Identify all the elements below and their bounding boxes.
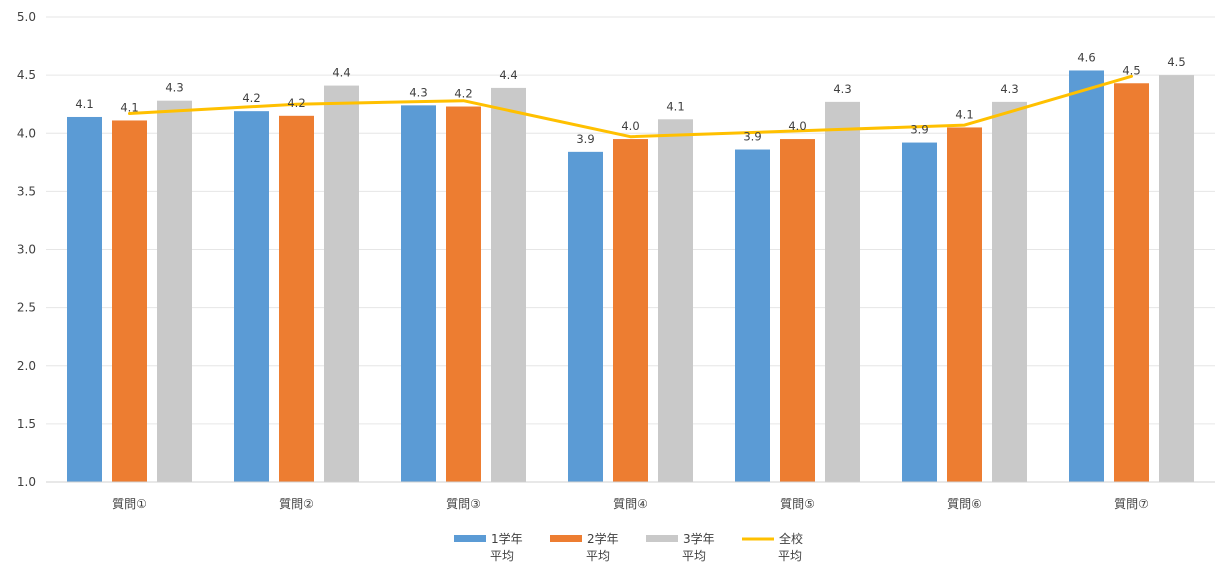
line-series [128, 74, 1133, 139]
y-tick-label: 3.5 [17, 184, 36, 198]
data-label: 4.1 [666, 99, 684, 113]
bar [825, 101, 860, 483]
x-tick-label: 質問② [279, 496, 314, 511]
y-axis: 1.0 1.5 2.0 2.5 3.0 3.5 4.0 4.5 5.0 [17, 10, 36, 489]
x-axis: 質問① 質問② 質問③ 質問④ 質問⑤ 質問⑥ 質問⑦ [46, 481, 1215, 511]
data-labels: 4.1 4.1 4.3 4.2 4.2 4.4 4.3 4.2 4.4 3.9 4.0 4.1 3.9 4… [75, 50, 1185, 145]
data-label: 4.3 [409, 85, 427, 99]
legend-label: 平均 [778, 549, 802, 563]
bar [613, 139, 648, 482]
bar [1159, 75, 1194, 482]
y-tick-label: 4.5 [17, 68, 36, 82]
data-label: 4.5 [1122, 63, 1140, 77]
data-label: 4.4 [499, 68, 517, 82]
line-series-path [128, 74, 1133, 139]
legend-label: 平均 [490, 549, 514, 563]
y-tick-label: 1.0 [17, 475, 36, 489]
data-label: 4.1 [120, 100, 138, 114]
bar [401, 105, 436, 482]
bar [112, 120, 147, 483]
data-label: 4.1 [75, 97, 93, 111]
x-tick-label: 質問⑦ [1114, 496, 1149, 511]
y-tick-label: 1.5 [17, 417, 36, 431]
data-label: 4.0 [788, 119, 806, 133]
y-tick-label: 5.0 [17, 10, 36, 24]
legend-label: 2学年 [587, 531, 619, 546]
bar [780, 139, 815, 482]
data-label: 3.9 [743, 130, 761, 144]
legend-swatch [646, 535, 678, 542]
y-tick-label: 4.0 [17, 126, 36, 140]
bar [324, 85, 359, 483]
y-tick-label: 3.0 [17, 243, 36, 257]
data-label: 4.0 [621, 119, 639, 133]
data-label: 4.3 [1000, 82, 1018, 96]
data-label: 4.4 [332, 66, 350, 80]
data-label: 4.3 [165, 81, 183, 95]
legend-swatch [550, 535, 582, 542]
bar [157, 100, 192, 482]
bar [947, 127, 982, 482]
x-tick-label: 質問① [112, 496, 147, 511]
bar [735, 149, 770, 482]
data-label: 4.3 [833, 82, 851, 96]
legend-swatch [454, 535, 486, 542]
legend-label: 平均 [586, 549, 610, 563]
x-tick-label: 質問⑤ [780, 496, 815, 511]
legend-label: 全校 [779, 531, 803, 546]
data-label: 4.5 [1167, 55, 1185, 69]
bar [658, 119, 693, 483]
data-label: 3.9 [910, 123, 928, 137]
x-tick-label: 質問⑥ [947, 496, 982, 511]
bar [491, 87, 526, 482]
x-tick-label: 質問④ [613, 496, 648, 511]
bar [234, 111, 269, 482]
y-tick-label: 2.0 [17, 359, 36, 373]
bar [67, 116, 102, 482]
data-label: 3.9 [576, 132, 594, 146]
y-tick-label: 2.5 [17, 301, 36, 315]
data-label: 4.2 [242, 91, 260, 105]
x-tick-label: 質問③ [446, 496, 481, 511]
data-label: 4.2 [454, 87, 472, 101]
data-label: 4.6 [1077, 50, 1095, 64]
bar [992, 101, 1027, 483]
bar [446, 106, 481, 482]
bar [279, 115, 314, 482]
legend-label: 1学年 [491, 531, 523, 546]
bar [1069, 70, 1104, 482]
bars [67, 70, 1194, 483]
bar [568, 151, 603, 482]
legend-label: 3学年 [683, 531, 715, 546]
legend-label: 平均 [682, 549, 706, 563]
bar [1114, 83, 1149, 482]
data-label: 4.1 [955, 107, 973, 121]
data-label: 4.2 [287, 96, 305, 110]
bar [902, 142, 937, 483]
